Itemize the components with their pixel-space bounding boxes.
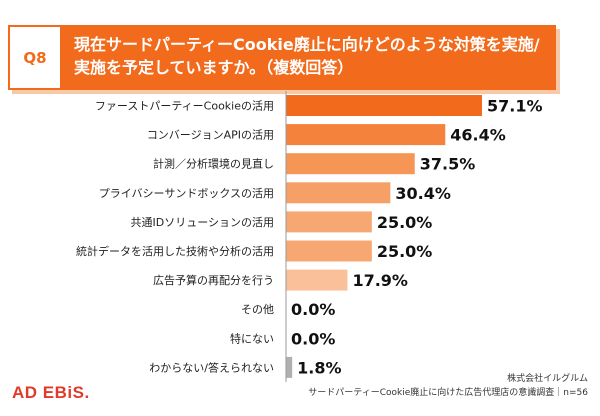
adebis-logo: AD EBiS. <box>12 383 90 402</box>
bar <box>286 356 293 378</box>
question-number-badge: Q8 <box>8 25 62 90</box>
bar <box>286 182 391 204</box>
category-label: 広告予算の再配分を行う <box>153 273 274 287</box>
value-label: 57.1% <box>487 97 543 116</box>
source-company: 株式会社イルグルム <box>507 374 588 384</box>
category-label: その他 <box>241 303 274 316</box>
category-label: 共通IDソリューションの活用 <box>131 216 275 229</box>
category-label: プライバシーサンドボックスの活用 <box>99 187 274 200</box>
bar <box>286 124 446 146</box>
bar <box>286 240 372 262</box>
category-label: 特にない <box>230 331 274 345</box>
question-text: 現在サードパーティーCookie廃止に向けどのような対策を実施/実施を予定してい… <box>74 35 540 77</box>
category-label: 統計データを活用した技術や分析の活用 <box>76 244 274 258</box>
question-header: Q8 現在サードパーティーCookie廃止に向けどのような対策を実施/実施を予定… <box>8 25 556 90</box>
bar <box>286 153 415 175</box>
value-label: 46.4% <box>450 126 506 145</box>
source-note: 株式会社イルグルム サードパーティーCookie廃止に向けた広告代理店の意識調査… <box>308 372 588 400</box>
value-label: 1.8% <box>297 358 341 377</box>
bar <box>286 269 348 291</box>
category-label: コンバージョンAPIの活用 <box>147 129 274 142</box>
category-label: 計測／分析環境の見直し <box>153 157 274 171</box>
value-label: 0.0% <box>291 300 335 319</box>
value-label: 25.0% <box>377 213 433 232</box>
bar <box>286 211 372 233</box>
value-label: 17.9% <box>352 271 408 290</box>
source-survey: サードパーティーCookie廃止に向けた広告代理店の意識調査｜n=56 <box>308 388 588 398</box>
bar <box>286 95 482 116</box>
value-label: 0.0% <box>291 329 335 348</box>
category-label: ファーストパーティーCookieの活用 <box>95 100 274 113</box>
value-label: 30.4% <box>395 184 451 203</box>
value-label: 25.0% <box>377 242 433 261</box>
category-label: わからない/答えられない <box>149 360 274 374</box>
value-label: 37.5% <box>420 155 476 174</box>
